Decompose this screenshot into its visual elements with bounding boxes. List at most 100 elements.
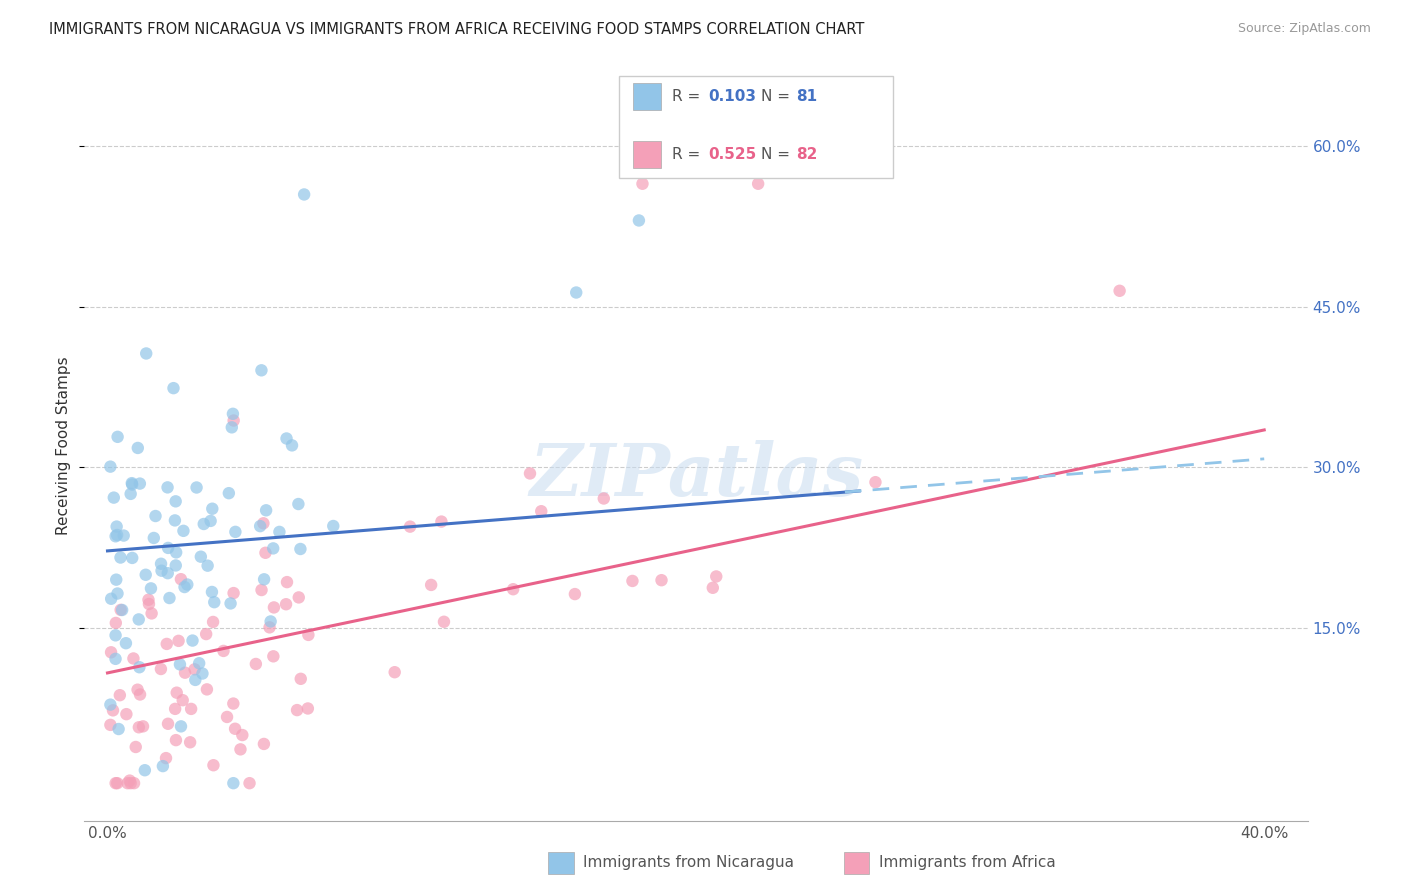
- Point: [627, 213, 650, 227]
- Point: [250, 582, 273, 597]
- Point: [292, 187, 315, 202]
- Point: [188, 657, 211, 671]
- Point: [183, 662, 205, 676]
- Point: [530, 504, 553, 518]
- Point: [262, 649, 284, 664]
- Point: [138, 597, 160, 611]
- Point: [1108, 284, 1130, 298]
- Point: [564, 587, 586, 601]
- Text: ZIPatlas: ZIPatlas: [529, 441, 863, 511]
- Point: [254, 546, 277, 560]
- Point: [104, 615, 127, 630]
- Point: [285, 703, 308, 717]
- Point: [290, 672, 312, 686]
- Point: [152, 759, 174, 773]
- Point: [297, 701, 319, 715]
- Point: [399, 519, 422, 533]
- Point: [128, 660, 150, 674]
- Point: [111, 603, 134, 617]
- Point: [132, 719, 155, 733]
- Point: [245, 657, 267, 671]
- Point: [287, 591, 309, 605]
- Point: [565, 285, 588, 300]
- Point: [229, 742, 252, 756]
- Point: [165, 733, 187, 747]
- Point: [107, 430, 129, 444]
- Point: [202, 615, 225, 629]
- Text: 0.525: 0.525: [709, 147, 756, 161]
- Point: [221, 420, 243, 434]
- Point: [120, 487, 142, 501]
- Point: [174, 665, 197, 680]
- Point: [287, 497, 309, 511]
- Point: [215, 710, 238, 724]
- Point: [224, 722, 246, 736]
- Text: 82: 82: [796, 147, 817, 161]
- Y-axis label: Receiving Food Stamps: Receiving Food Stamps: [56, 357, 72, 535]
- Text: 81: 81: [796, 89, 817, 103]
- Point: [145, 508, 167, 523]
- Point: [138, 592, 160, 607]
- Point: [134, 763, 156, 777]
- Point: [631, 177, 654, 191]
- Point: [865, 475, 887, 490]
- Point: [141, 607, 163, 621]
- Point: [115, 636, 138, 650]
- Text: N =: N =: [761, 89, 794, 103]
- Point: [170, 719, 193, 733]
- Point: [222, 413, 245, 427]
- Point: [156, 566, 179, 581]
- Point: [149, 662, 172, 676]
- Point: [165, 702, 187, 716]
- Point: [165, 494, 187, 508]
- Point: [281, 438, 304, 452]
- Point: [121, 550, 143, 565]
- Point: [104, 628, 127, 642]
- Point: [269, 524, 291, 539]
- Point: [191, 666, 214, 681]
- Point: [181, 633, 204, 648]
- Point: [112, 528, 135, 542]
- Point: [219, 596, 242, 610]
- Point: [156, 716, 179, 731]
- Point: [502, 582, 524, 597]
- Point: [155, 751, 177, 765]
- Point: [200, 514, 222, 528]
- Point: [159, 591, 181, 605]
- Point: [127, 441, 149, 455]
- Point: [433, 615, 456, 629]
- Point: [104, 776, 127, 790]
- Point: [135, 567, 157, 582]
- Point: [156, 637, 179, 651]
- Point: [110, 603, 132, 617]
- Point: [165, 545, 187, 559]
- Point: [121, 477, 143, 491]
- Point: [186, 481, 208, 495]
- Point: [105, 528, 128, 542]
- Point: [297, 628, 319, 642]
- Point: [262, 541, 284, 556]
- Point: [249, 519, 271, 533]
- Point: [747, 177, 769, 191]
- Point: [202, 595, 225, 609]
- Point: [274, 597, 297, 611]
- Point: [250, 363, 273, 377]
- Point: [108, 688, 131, 702]
- Point: [195, 627, 218, 641]
- Point: [704, 569, 727, 583]
- Point: [163, 513, 186, 527]
- Point: [197, 558, 219, 573]
- Point: [103, 491, 125, 505]
- Text: 0.103: 0.103: [709, 89, 756, 103]
- Point: [100, 459, 122, 474]
- Point: [184, 673, 207, 687]
- Point: [162, 381, 184, 395]
- Point: [104, 652, 127, 666]
- Point: [190, 549, 212, 564]
- Point: [276, 432, 298, 446]
- Point: [105, 573, 128, 587]
- Text: Source: ZipAtlas.com: Source: ZipAtlas.com: [1237, 22, 1371, 36]
- Point: [201, 501, 224, 516]
- Point: [176, 577, 198, 591]
- Point: [150, 564, 173, 578]
